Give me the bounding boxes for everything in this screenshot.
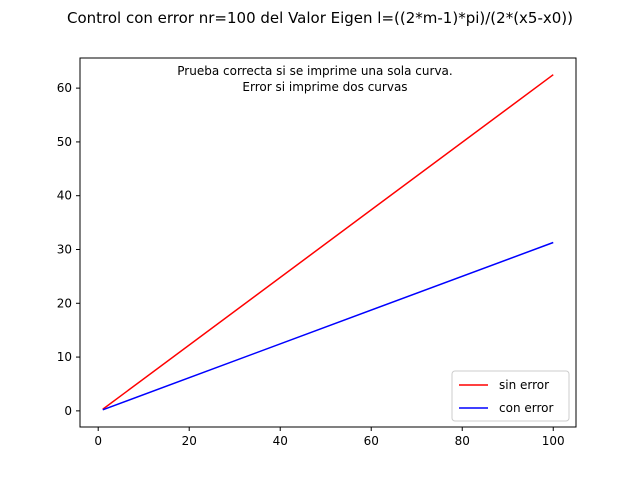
y-tick-label: 60 xyxy=(57,81,72,95)
x-axis: 0 20 40 60 80 100 xyxy=(94,427,565,448)
legend-label-con-error: con error xyxy=(499,401,553,415)
y-tick-label: 20 xyxy=(57,296,72,310)
x-tick-label: 60 xyxy=(364,434,379,448)
x-tick-label: 0 xyxy=(94,434,102,448)
chart-title: Control con error nr=100 del Valor Eigen… xyxy=(67,9,573,27)
y-tick-label: 50 xyxy=(57,135,72,149)
series-lines xyxy=(102,74,554,411)
x-tick-label: 80 xyxy=(455,434,470,448)
axes-frame xyxy=(79,57,577,428)
y-tick-label: 40 xyxy=(57,189,72,203)
series-line-sin-error xyxy=(102,74,554,410)
y-tick-label: 30 xyxy=(57,242,72,256)
x-tick-label: 20 xyxy=(182,434,197,448)
annotation-line-1: Prueba correcta si se imprime una sola c… xyxy=(177,64,452,78)
y-axis: 0 10 20 30 40 50 60 xyxy=(57,81,80,418)
y-tick-label: 10 xyxy=(57,350,72,364)
legend-label-sin-error: sin error xyxy=(499,378,549,392)
x-tick-label: 100 xyxy=(542,434,565,448)
plot-area: 0 20 40 60 80 100 0 10 20 30 40 50 60 xyxy=(57,57,577,448)
annotation-line-2: Error si imprime dos curvas xyxy=(242,80,407,94)
x-tick-label: 40 xyxy=(273,434,288,448)
legend: sin error con error xyxy=(451,370,570,422)
series-line-con-error xyxy=(102,241,554,411)
y-tick-label: 0 xyxy=(64,404,72,418)
